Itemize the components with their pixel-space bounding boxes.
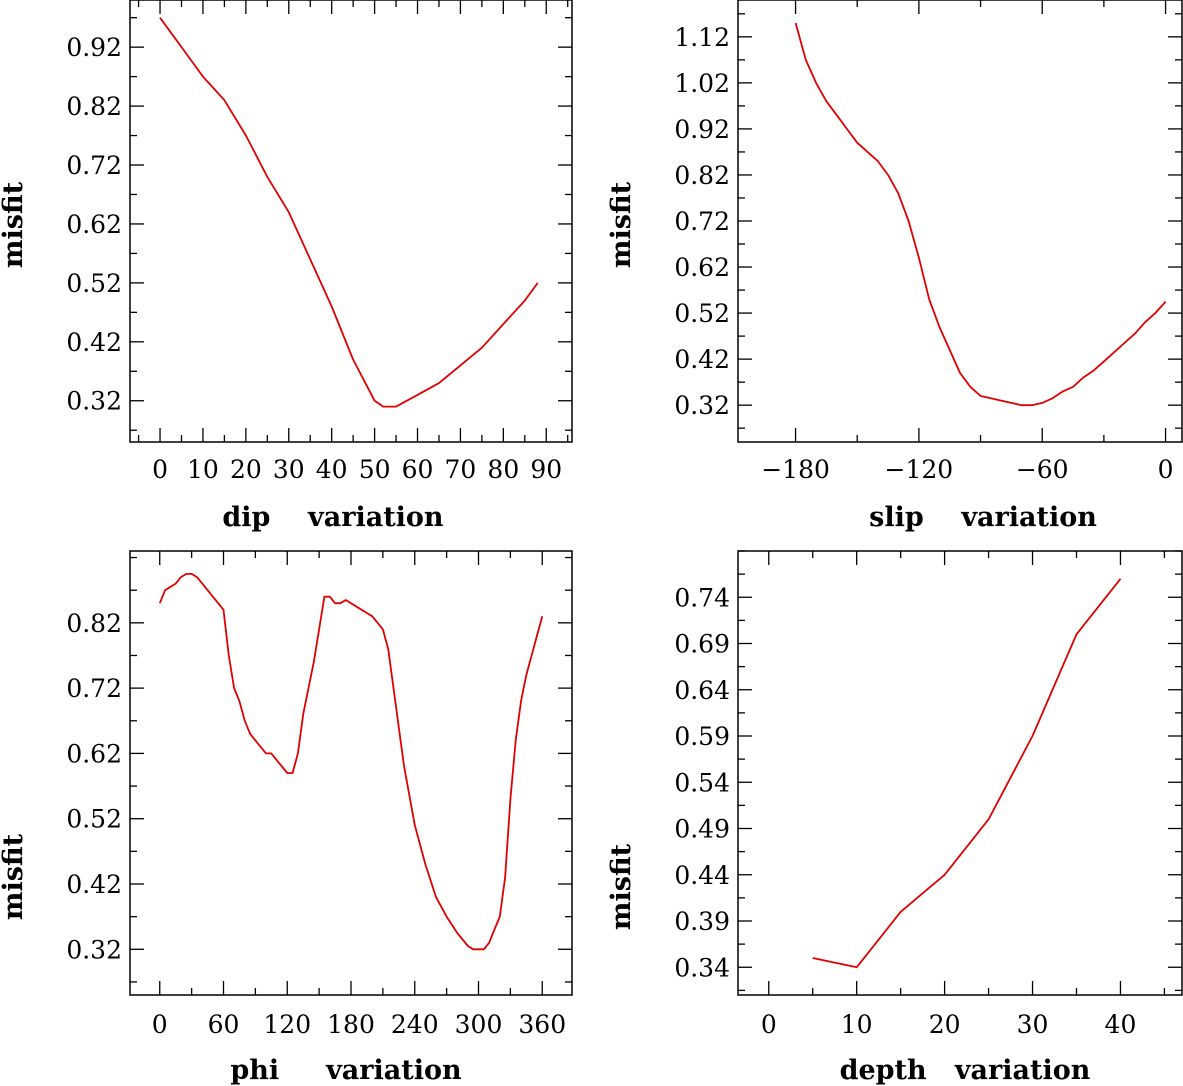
x-tick-label: 40	[316, 455, 348, 484]
x-tick-label: 60	[208, 1010, 240, 1039]
y-axis-label: misfit	[0, 833, 29, 920]
y-tick-label: 0.72	[66, 674, 122, 703]
y-tick-label: 0.42	[66, 328, 122, 357]
y-tick-label: 0.74	[674, 583, 730, 612]
y-tick-label: 0.82	[66, 609, 122, 638]
misfit-curve	[158, 573, 544, 951]
y-tick-label: 0.42	[66, 870, 122, 899]
x-tick-label: 10	[841, 1010, 873, 1039]
x-tick-label: 120	[263, 1010, 311, 1039]
x-tick-label: −120	[885, 455, 954, 484]
y-tick-label: 0.82	[674, 161, 730, 190]
plot-frame	[737, 0, 1183, 443]
misfit-curve	[794, 22, 1167, 407]
x-tick-label: 20	[929, 1010, 961, 1039]
x-tick-label: 10	[187, 455, 219, 484]
x-axis-label: dip variation	[222, 502, 444, 533]
y-tick-label: 0.52	[674, 299, 730, 328]
x-axis-label: slip variation	[869, 502, 1097, 533]
plot-frame	[129, 0, 573, 443]
misfit-curve	[159, 17, 539, 408]
x-tick-label: 20	[230, 455, 262, 484]
y-tick-label: 0.54	[674, 768, 730, 797]
y-tick-label: 0.52	[66, 805, 122, 834]
y-tick-label: 0.62	[66, 739, 122, 768]
y-tick-label: 0.62	[66, 210, 122, 239]
y-tick-label: 0.32	[674, 391, 730, 420]
x-tick-label: 360	[518, 1010, 566, 1039]
x-tick-label: 70	[445, 455, 477, 484]
x-tick-label: 60	[402, 455, 434, 484]
y-tick-label: 0.82	[66, 92, 122, 121]
x-axis-label: phi variation	[230, 1055, 462, 1086]
x-tick-label: 30	[1017, 1010, 1049, 1039]
y-tick-label: 0.59	[674, 722, 730, 751]
y-tick-label: 0.72	[66, 151, 122, 180]
depth-variation-panel: 0 10 20 30 40 0.34 0.39 0.44 0.49 0.54 0.59 0.64 0.6…	[606, 550, 1183, 1086]
y-tick-label: 0.39	[674, 907, 730, 936]
misfit-curve	[812, 578, 1122, 969]
y-tick-label: 0.44	[674, 861, 730, 890]
y-tick-label: 0.32	[66, 935, 122, 964]
x-tick-label: 300	[455, 1010, 503, 1039]
y-tick-label: 1.12	[674, 23, 730, 52]
x-tick-label: −60	[1016, 455, 1069, 484]
x-tick-label: 240	[391, 1010, 439, 1039]
x-tick-label: 80	[487, 455, 519, 484]
x-tick-label: 40	[1105, 1010, 1137, 1039]
y-axis-label: misfit	[0, 181, 29, 268]
y-tick-label: 0.52	[66, 269, 122, 298]
x-tick-label: 0	[152, 455, 168, 484]
y-tick-label: 0.62	[674, 253, 730, 282]
x-tick-label: 180	[327, 1010, 375, 1039]
y-tick-label: 0.49	[674, 815, 730, 844]
plot-frame	[737, 550, 1183, 996]
y-axis-label: misfit	[606, 843, 637, 930]
x-axis-label: depth variation	[840, 1055, 1091, 1086]
y-tick-label: 0.69	[674, 630, 730, 659]
plot-frame	[129, 550, 573, 996]
x-tick-label: 0	[1158, 455, 1174, 484]
x-tick-label: 30	[273, 455, 305, 484]
x-tick-label: 90	[530, 455, 562, 484]
dip-variation-panel: 0 10 20 30 40 50 60 70 80 90 0.32 0.42 0.52 0.62 0.72 0…	[0, 0, 573, 533]
slip-variation-panel: −180 −120 −60 0 0.32 0.42 0.52 0.62 0.72 0.82 0.92…	[606, 0, 1183, 533]
y-tick-label: 1.02	[674, 69, 730, 98]
y-tick-label: 0.32	[66, 387, 122, 416]
y-tick-label: 0.42	[674, 345, 730, 374]
x-tick-label: −180	[761, 455, 830, 484]
x-tick-label: 0	[152, 1010, 168, 1039]
y-tick-label: 0.92	[674, 115, 730, 144]
y-tick-label: 0.34	[674, 953, 730, 982]
y-tick-label: 0.92	[66, 33, 122, 62]
y-tick-label: 0.72	[674, 207, 730, 236]
x-tick-label: 50	[359, 455, 391, 484]
y-axis-label: misfit	[606, 181, 637, 268]
x-tick-label: 0	[761, 1010, 777, 1039]
y-tick-label: 0.64	[674, 676, 730, 705]
phi-variation-panel: 0 60 120 180 240 300 360 0.32 0.42 0.52 0.62 0.72 0.…	[0, 550, 573, 1086]
